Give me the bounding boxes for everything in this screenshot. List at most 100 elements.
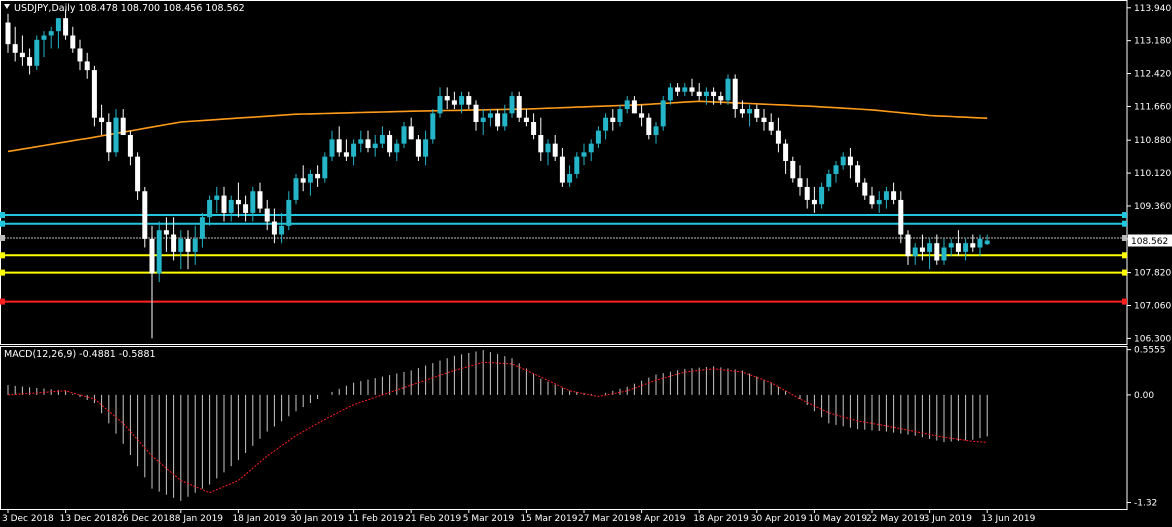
level-handle-left-3 xyxy=(0,234,5,241)
candle-64 xyxy=(466,91,472,110)
candle-body xyxy=(559,156,565,183)
candle-57 xyxy=(415,135,421,161)
macd-y-tick-label: -1.32 xyxy=(1134,498,1157,508)
candle-135 xyxy=(977,234,983,257)
candle-body xyxy=(307,173,313,183)
candle-47 xyxy=(343,139,349,161)
x-tick-label: 3 Dec 2018 xyxy=(2,514,54,524)
candle-56 xyxy=(408,117,414,140)
candle-body xyxy=(984,240,990,245)
candle-122 xyxy=(883,186,889,209)
candle-114 xyxy=(826,169,832,192)
candle-body xyxy=(819,186,825,205)
macd-panel-border xyxy=(0,346,1128,510)
level-handle-right-5 xyxy=(1122,269,1127,276)
candle-body xyxy=(358,139,364,144)
candle-125 xyxy=(905,230,911,265)
candle-59 xyxy=(430,109,436,144)
candle-body xyxy=(855,165,861,183)
x-tick-label: 8 Jan 2019 xyxy=(175,514,223,524)
candle-74 xyxy=(538,117,544,161)
candle-117 xyxy=(847,147,853,179)
candle-13 xyxy=(99,104,105,136)
candle-129 xyxy=(934,234,940,265)
candle-body xyxy=(941,247,947,261)
level-handle-left-6 xyxy=(0,298,5,305)
candle-body xyxy=(271,221,277,235)
candle-39 xyxy=(286,191,292,231)
x-tick-label: 26 Dec 2018 xyxy=(117,514,175,524)
y-tick-label: 113.180 xyxy=(1134,37,1171,47)
y-tick-label: 107.060 xyxy=(1134,301,1171,311)
candle-body xyxy=(48,31,54,36)
candle-body xyxy=(171,234,177,252)
candle-19 xyxy=(142,186,148,248)
candle-body xyxy=(394,143,400,153)
candle-body xyxy=(509,96,515,114)
candle-41 xyxy=(300,165,306,192)
candle-body xyxy=(963,243,969,252)
horizontal-levels[interactable] xyxy=(0,212,1127,305)
candle-24 xyxy=(178,230,184,270)
candle-body xyxy=(912,247,918,257)
candle-108 xyxy=(783,139,789,174)
candle-body xyxy=(646,117,652,136)
candle-body xyxy=(675,87,681,92)
candle-body xyxy=(163,230,169,235)
candle-32 xyxy=(235,182,241,218)
candle-body xyxy=(142,191,148,239)
candle-body xyxy=(178,238,184,252)
candle-body xyxy=(91,70,97,118)
candle-body xyxy=(430,113,436,140)
candle-133 xyxy=(963,238,969,261)
x-tick-label: 8 Apr 2019 xyxy=(636,514,686,524)
x-tick-label: 13 Jun 2019 xyxy=(981,514,1035,524)
candle-body xyxy=(34,39,40,66)
candle-102 xyxy=(739,100,745,118)
candle-body xyxy=(804,186,810,200)
candle-body xyxy=(127,135,133,157)
candle-80 xyxy=(581,143,587,166)
candle-body xyxy=(948,243,954,248)
candle-body xyxy=(379,135,385,144)
candle-body xyxy=(624,100,630,110)
axes: 113.940 113.180 112.420 111.660 110.880 110.1… xyxy=(2,4,1172,524)
candle-50 xyxy=(365,130,371,153)
symbol-header: USDJPY,Daily 108.478 108.700 108.456 108… xyxy=(14,3,245,14)
candle-body xyxy=(243,204,249,213)
candle-body xyxy=(775,130,781,144)
current-price-marker xyxy=(1128,234,1172,247)
level-handle-right-3 xyxy=(1122,234,1127,241)
x-tick-label: 27 Mar 2019 xyxy=(578,514,635,524)
candle-body xyxy=(343,152,349,157)
candle-body xyxy=(660,100,666,127)
candle-body xyxy=(725,78,731,101)
candle-body xyxy=(408,126,414,140)
candle-131 xyxy=(948,238,954,257)
y-tick-label: 107.820 xyxy=(1134,269,1171,279)
candle-body xyxy=(545,143,551,153)
candle-body xyxy=(401,126,407,144)
candle-body xyxy=(257,191,263,209)
candle-body xyxy=(826,173,832,187)
candle-3 xyxy=(27,48,33,75)
candle-76 xyxy=(552,135,558,161)
candle-124 xyxy=(898,191,904,244)
candle-body xyxy=(689,87,695,92)
candle-21 xyxy=(156,221,162,283)
x-tick-label: 11 Feb 2019 xyxy=(348,514,404,524)
candle-body xyxy=(372,143,378,148)
candle-43 xyxy=(315,165,321,187)
candle-107 xyxy=(775,117,781,153)
candle-79 xyxy=(574,152,580,179)
macd-y-tick-label: 0.00 xyxy=(1134,391,1154,401)
candle-92 xyxy=(667,83,673,105)
candle-body xyxy=(538,135,544,153)
candle-body xyxy=(595,130,601,144)
candle-20 xyxy=(149,225,155,339)
candle-body xyxy=(293,178,299,200)
candle-44 xyxy=(322,152,328,183)
level-handle-right-1 xyxy=(1122,212,1127,219)
candle-body xyxy=(696,91,702,97)
candle-23 xyxy=(171,217,177,261)
